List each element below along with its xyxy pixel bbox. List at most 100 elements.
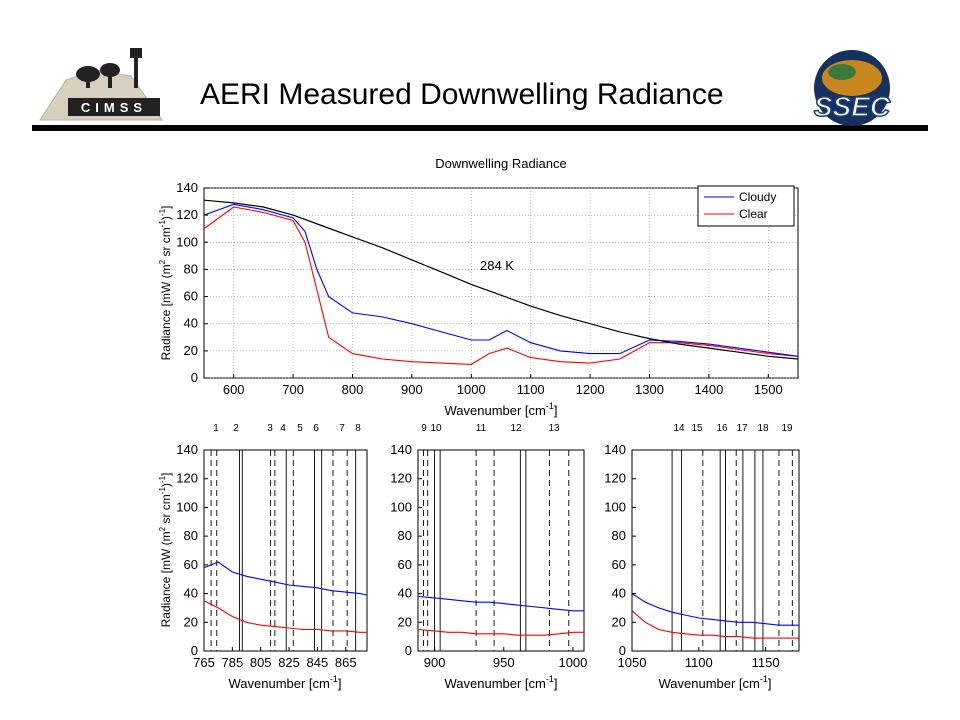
y-tick-label: 60	[398, 557, 412, 572]
series-line-cloudy	[204, 203, 798, 357]
channel-label: 18	[757, 423, 769, 434]
main-chart: 600 700 800 900 1000 1100 1200 1300 1400 1500 0 20 4…	[158, 156, 799, 418]
main-tick-labels: 600 700 800 900 1000 1100 1200 1300 1400 1500 0 20 4…	[176, 180, 782, 397]
y-tick-label: 60	[184, 557, 198, 572]
x-tick-label: 1050	[618, 655, 647, 670]
channel-label: 3	[267, 423, 273, 434]
channel-label: 6	[313, 423, 319, 434]
legend-cloudy-label: Cloudy	[739, 190, 776, 204]
y-tick-label: 140	[390, 442, 412, 457]
x-tick-label: 1400	[694, 382, 723, 397]
svg-text:SSEC: SSEC	[814, 91, 891, 122]
y-tick-label: 120	[176, 471, 198, 486]
channel-label: 17	[736, 423, 748, 434]
x-tick-label: 785	[221, 655, 243, 670]
main-series	[204, 199, 798, 365]
slide-title: AERI Measured Downwelling Radiance	[200, 78, 724, 111]
y-tick-label: 0	[619, 643, 626, 658]
y-tick-label: 0	[191, 370, 198, 385]
y-tick-label: 40	[612, 586, 626, 601]
y-tick-label: 140	[176, 180, 198, 195]
main-y-axis-label: Radiance [mW (m2 sr cm-1)-1]	[158, 206, 173, 361]
x-tick-label: 1100	[517, 382, 545, 397]
y-tick-label: 40	[184, 316, 198, 331]
x-tick-label: 765	[193, 655, 215, 670]
x-tick-label: 1100	[685, 655, 713, 670]
channel-label: 8	[355, 423, 361, 434]
y-tick-label: 120	[390, 471, 412, 486]
panel-1-plot-area	[203, 449, 368, 652]
channel-label: 7	[339, 423, 345, 434]
channel-label: 19	[781, 423, 793, 434]
x-tick-label: 950	[493, 655, 515, 670]
panel-2-plot-area	[417, 449, 585, 652]
channel-label: 15	[691, 423, 703, 434]
x-tick-label: 900	[424, 655, 446, 670]
y-tick-label: 140	[176, 442, 198, 457]
panel-3-plot-area	[631, 449, 800, 652]
channel-label: 12	[510, 423, 522, 434]
y-tick-label: 20	[184, 343, 198, 358]
y-tick-label: 40	[184, 586, 198, 601]
channel-label: 5	[297, 423, 303, 434]
series-line-284-k	[204, 199, 798, 360]
y-tick-label: 80	[184, 528, 198, 543]
y-tick-label: 0	[405, 643, 412, 658]
y-tick-label: 100	[176, 499, 198, 514]
zoom-panel-3: 1050 1100 1150 0 20 40 60 80 100 120 140 Wavenumbe…	[604, 442, 800, 691]
x-tick-label: 1500	[754, 382, 783, 397]
channel-label: 9	[421, 423, 427, 434]
series-line-clear	[632, 610, 799, 639]
ssec-logo: SSEC	[813, 50, 892, 126]
x-tick-label: 805	[250, 655, 272, 670]
cimss-logo: CIMSS	[39, 48, 163, 121]
channel-label: 14	[673, 423, 685, 434]
legend-box	[697, 185, 795, 227]
x-tick-label: 700	[282, 382, 304, 397]
svg-text:CIMSS: CIMSS	[81, 100, 147, 115]
main-x-axis-label: Wavenumber [cm-1]	[444, 401, 557, 418]
channel-label: 1	[213, 423, 219, 434]
y-tick-label: 80	[612, 528, 626, 543]
series-line-cloudy	[204, 561, 367, 596]
channel-label: 2	[233, 423, 239, 434]
panel-2-x-axis-label: Wavenumber [cm-1]	[444, 674, 557, 691]
zoom-panel-1: 765 785 805 825 845 865 0 20 40 60 80 100 120 140 Wav…	[158, 442, 368, 691]
legend: Cloudy Clear	[697, 185, 795, 227]
y-tick-label: 100	[176, 234, 198, 249]
channel-label: 10	[430, 423, 442, 434]
y-tick-label: 20	[612, 614, 626, 629]
panel-3-x-axis-label: Wavenumber [cm-1]	[658, 674, 771, 691]
x-tick-label: 1000	[457, 382, 486, 397]
x-tick-label: 825	[278, 655, 300, 670]
channel-label: 4	[280, 423, 286, 434]
x-tick-label: 865	[335, 655, 357, 670]
y-tick-label: 60	[184, 289, 198, 304]
y-tick-label: 120	[176, 207, 198, 222]
series-line-clear	[418, 628, 584, 636]
series-line-clear	[204, 600, 367, 633]
x-tick-label: 900	[401, 382, 423, 397]
y-tick-label: 60	[612, 557, 626, 572]
y-tick-label: 100	[604, 499, 626, 514]
x-tick-label: 600	[223, 382, 245, 397]
x-tick-label: 1150	[752, 655, 780, 670]
x-tick-label: 1300	[635, 382, 664, 397]
channel-label: 13	[548, 423, 560, 434]
legend-clear-label: Clear	[739, 207, 768, 221]
y-tick-label: 20	[184, 614, 198, 629]
series-line-clear	[204, 206, 798, 365]
x-tick-label: 1000	[558, 655, 587, 670]
series-line-cloudy	[418, 595, 584, 612]
x-tick-label: 845	[307, 655, 329, 670]
title-divider	[32, 125, 928, 131]
y-tick-label: 140	[604, 442, 626, 457]
y-tick-label: 80	[184, 261, 198, 276]
panel-1-x-axis-label: Wavenumber [cm-1]	[228, 674, 341, 691]
x-tick-label: 1200	[576, 382, 605, 397]
zoom-panel-2: 900 950 1000 0 20 40 60 80 100 120 140 Wavenumber …	[390, 442, 587, 691]
channel-label: 16	[716, 423, 728, 434]
blackbody-annotation: 284 K	[480, 258, 514, 273]
y-tick-label: 0	[191, 643, 198, 658]
